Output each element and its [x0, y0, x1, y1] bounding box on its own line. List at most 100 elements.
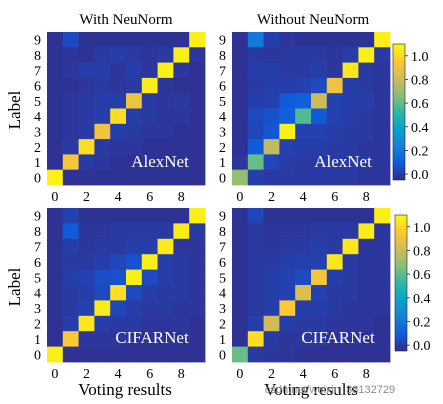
- heatmap-cell-r0-c7: [157, 169, 174, 186]
- heatmap-cell-r1-c5: [126, 154, 143, 171]
- heatmap-cell-r4-c5: [126, 108, 143, 125]
- heatmap-cell-r2-c3: [94, 139, 111, 155]
- x-tick-label: 8: [363, 190, 370, 205]
- y-tick-label: 6: [219, 256, 226, 271]
- heatmap-cell-r1-c6: [326, 154, 343, 171]
- y-tick-label: 0: [34, 171, 41, 186]
- heatmap-cell-r8-c3: [94, 223, 111, 240]
- heatmap-cell-r3-c5: [126, 123, 143, 140]
- y-tick-label: 9: [34, 210, 41, 225]
- heatmap-cell-r5-c6: [141, 93, 158, 109]
- heatmap-cell-r8-c6: [326, 47, 343, 63]
- heatmap-cell-r7-c9: [374, 238, 391, 255]
- heatmap-cell-r1-c5: [311, 331, 328, 347]
- heatmap-cell-r4-c3: [94, 285, 111, 301]
- heatmap-cell-r4-c2: [263, 285, 280, 301]
- colorbar-top: 1.0 0.8 0.6 0.4 0.2 0.0: [392, 43, 429, 183]
- heatmap-cell-r5-c7: [157, 269, 174, 286]
- y-tick-label: 7: [34, 64, 41, 79]
- heatmap-cell-r6-c7: [342, 77, 359, 94]
- heatmap-cell-r8-c6: [326, 223, 343, 240]
- heatmap-cell-r0-c8: [358, 346, 375, 363]
- heatmap-cell-r5-c3: [279, 269, 296, 286]
- heatmap-cell-r2-c0: [47, 315, 64, 332]
- heatmap-cell-r7-c0: [47, 62, 64, 79]
- heatmap-cell-r8-c8: [358, 223, 375, 240]
- heatmap-cell-r2-c7: [157, 315, 174, 332]
- heatmap-cell-r6-c0: [232, 254, 249, 270]
- y-tick-label: 3: [34, 302, 41, 317]
- heatmap-cell-r2-c4: [295, 139, 312, 155]
- x-tick-label: 4: [300, 367, 307, 382]
- heatmap-cell-r2-c4: [110, 315, 127, 332]
- heatmap-cell-r8-c0: [47, 223, 64, 240]
- heatmap-cell-r0-c1: [62, 169, 79, 186]
- heatmap-cell-r7-c5: [126, 238, 143, 255]
- heatmap-cell-r0-c9: [374, 346, 391, 363]
- heatmap-cell-r0-c3: [94, 346, 111, 363]
- y-tick-label: 4: [34, 287, 41, 302]
- column-title-without-neunorm: Without NeuNorm: [257, 12, 370, 28]
- column-title-with-neunorm: With NeuNorm: [79, 12, 172, 28]
- heatmap-cell-r0-c8: [173, 346, 190, 363]
- heatmap-cell-r8-c4: [110, 47, 127, 63]
- heatmap-cell-r4-c1: [62, 285, 79, 301]
- heatmap-cell-r2-c7: [342, 315, 359, 332]
- heatmap-cell-r4-c2: [78, 108, 95, 125]
- heatmap-cell-r8-c7: [157, 223, 174, 240]
- heatmap-cell-r4-c4: [295, 285, 312, 301]
- heatmap-cell-r8-c5: [126, 47, 143, 63]
- heatmap-cell-r7-c4: [295, 62, 312, 79]
- heatmap-cell-r4-c6: [141, 285, 158, 301]
- heatmap-cell-r2-c6: [141, 139, 158, 155]
- x-tick-label: 6: [331, 367, 338, 382]
- heatmap-cell-r8-c1: [62, 223, 79, 240]
- heatmap-cell-r8-c8: [173, 47, 190, 63]
- model-label-cifarnet-left: CIFARNet: [115, 328, 189, 347]
- heatmap-cell-r5-c5: [126, 93, 143, 109]
- heatmap-cell-r5-c1: [62, 269, 79, 286]
- y-tick-label: 3: [34, 125, 41, 140]
- heatmap-cell-r7-c1: [247, 62, 264, 79]
- heatmap-cell-r7-c2: [263, 62, 280, 79]
- heatmap-cell-r4-c7: [342, 285, 359, 301]
- heatmap-cell-r6-c2: [78, 254, 95, 270]
- x-tick-label: 6: [146, 367, 153, 382]
- heatmap-cell-r8-c6: [141, 223, 158, 240]
- heatmap-cell-r9-c6: [141, 32, 158, 48]
- y-tick-label: 2: [34, 141, 41, 156]
- heatmap-cell-r2-c5: [126, 139, 143, 155]
- heatmap-cell-r9-c2: [78, 208, 95, 224]
- y-tick-label: 1: [34, 333, 41, 348]
- heatmap-cell-r5-c7: [342, 93, 359, 109]
- heatmap-cell-r9-c5: [311, 208, 328, 224]
- heatmap-cell-r0-c5: [311, 169, 328, 186]
- x-tick-label: 8: [363, 367, 370, 382]
- heatmap-cell-r3-c9: [189, 300, 206, 317]
- heatmap-cell-r1-c3: [94, 154, 111, 171]
- y-tick-label: 8: [219, 49, 226, 64]
- heatmap-cell-r8-c8: [358, 47, 375, 63]
- x-tick-label: 4: [300, 190, 307, 205]
- heatmap-cell-r4-c2: [78, 285, 95, 301]
- y-tick-label: 2: [219, 141, 226, 156]
- heatmap-cell-r8-c8: [173, 223, 190, 240]
- heatmap-cell-r3-c8: [173, 123, 190, 140]
- y-tick-label: 7: [219, 64, 226, 79]
- heatmap-cell-r6-c3: [94, 254, 111, 270]
- heatmap-cell-r5-c9: [189, 93, 206, 109]
- colorbar-tick-label: 0.8: [411, 74, 429, 89]
- heatmap-cell-r0-c7: [342, 346, 359, 363]
- heatmap-cell-r0-c0: [232, 346, 249, 363]
- heatmap-cell-r2-c3: [279, 315, 296, 332]
- heatmap-cell-r8-c4: [295, 47, 312, 63]
- heatmap-cell-r6-c5: [126, 77, 143, 94]
- heatmap-cell-r7-c4: [295, 238, 312, 255]
- heatmap-cell-r5-c6: [141, 269, 158, 286]
- heatmap-cell-r4-c4: [295, 108, 312, 125]
- heatmap-cell-r9-c1: [247, 32, 264, 48]
- y-tick-label: 7: [34, 241, 41, 256]
- heatmap-cell-r2-c7: [342, 139, 359, 155]
- heatmap-cell-r8-c2: [78, 47, 95, 63]
